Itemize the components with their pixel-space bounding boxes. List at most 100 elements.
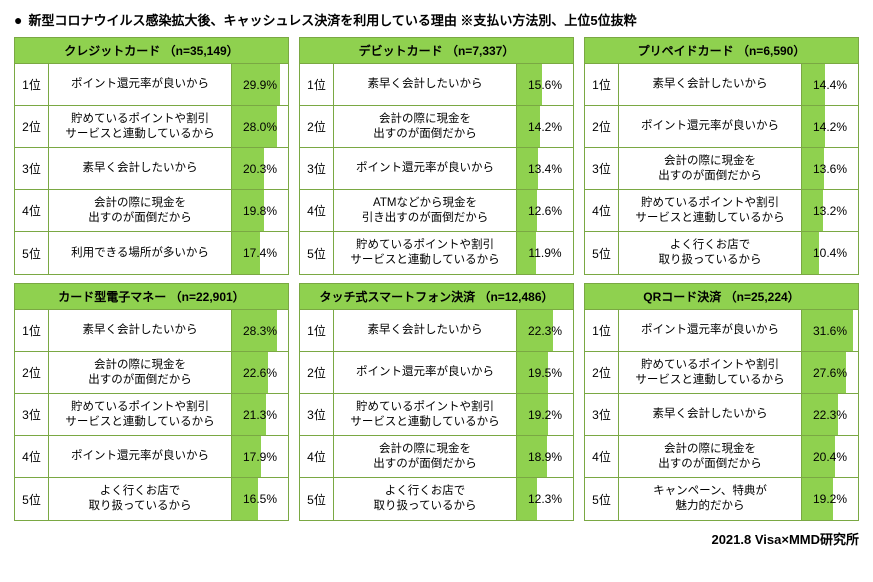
reason-cell: 会計の際に現金を 出すのが面倒だから (619, 436, 802, 477)
table-row: 4位貯めているポイントや割引 サービスと連動しているから13.2% (585, 190, 858, 232)
panel-header: プリペイドカード （n=6,590） (585, 38, 858, 64)
percent-cell: 13.6% (802, 148, 858, 189)
percent-text: 10.4% (813, 246, 847, 260)
table-row: 3位貯めているポイントや割引 サービスと連動しているから19.2% (300, 394, 573, 436)
rank-cell: 3位 (300, 394, 334, 435)
percent-cell: 20.4% (802, 436, 858, 477)
percent-cell: 16.5% (232, 478, 288, 520)
table-row: 2位ポイント還元率が良いから14.2% (585, 106, 858, 148)
table-row: 4位ATMなどから現金を 引き出すのが面倒だから12.6% (300, 190, 573, 232)
rank-cell: 5位 (15, 232, 49, 274)
rank-cell: 4位 (585, 436, 619, 477)
rank-cell: 3位 (15, 394, 49, 435)
reason-cell: ポイント還元率が良いから (49, 64, 232, 105)
percent-text: 31.6% (813, 324, 847, 338)
percent-cell: 12.6% (517, 190, 573, 231)
percent-cell: 21.3% (232, 394, 288, 435)
percent-cell: 28.0% (232, 106, 288, 147)
percent-text: 14.2% (813, 120, 847, 134)
rank-cell: 1位 (300, 64, 334, 105)
rank-cell: 2位 (300, 106, 334, 147)
table-row: 3位貯めているポイントや割引 サービスと連動しているから 21.3% (15, 394, 288, 436)
table-row: 1位ポイント還元率が良いから 31.6% (585, 310, 858, 352)
percent-text: 21.3% (243, 408, 277, 422)
percent-cell: 13.4% (517, 148, 573, 189)
rank-cell: 3位 (15, 148, 49, 189)
reason-cell: キャンペーン、特典が 魅力的だから (619, 478, 802, 520)
percent-cell: 28.3% (232, 310, 288, 351)
rank-cell: 1位 (585, 310, 619, 351)
rank-cell: 5位 (300, 232, 334, 274)
panel: カード型電子マネー （n=22,901）1位素早く会計したいから28.3%2位会… (14, 283, 289, 521)
reason-cell: ポイント還元率が良いから (334, 352, 517, 393)
panel: デビットカード （n=7,337）1位素早く会計したいから15.6%2位会計の際… (299, 37, 574, 275)
percent-text: 17.9% (243, 450, 277, 464)
percent-text: 13.4% (528, 162, 562, 176)
percent-text: 19.2% (813, 492, 847, 506)
table-row: 4位会計の際に現金を 出すのが面倒だから19.8% (15, 190, 288, 232)
percent-text: 28.0% (243, 120, 277, 134)
percent-text: 14.2% (528, 120, 562, 134)
rank-cell: 5位 (585, 232, 619, 274)
reason-cell: 貯めているポイントや割引 サービスと連動しているから (334, 232, 517, 274)
rank-cell: 1位 (15, 310, 49, 351)
reason-cell: 素早く会計したいから (619, 394, 802, 435)
percent-cell: 22.6% (232, 352, 288, 393)
percent-cell: 12.3% (517, 478, 573, 520)
table-row: 4位会計の際に現金を 出すのが面倒だから18.9% (300, 436, 573, 478)
reason-cell: 利用できる場所が多いから (49, 232, 232, 274)
percent-text: 12.3% (528, 492, 562, 506)
reason-cell: ポイント還元率が良いから (619, 310, 802, 351)
table-row: 1位素早く会計したいから15.6% (300, 64, 573, 106)
rank-cell: 4位 (300, 436, 334, 477)
table-row: 5位よく行くお店で 取り扱っているから16.5% (15, 478, 288, 520)
page-title: 新型コロナウイルス感染拡大後、キャッシュレス決済を利用している理由 ※支払い方法… (28, 10, 636, 29)
percent-cell: 19.2% (517, 394, 573, 435)
panel: プリペイドカード （n=6,590）1位素早く会計したいから14.4%2位ポイン… (584, 37, 859, 275)
reason-cell: ポイント還元率が良いから (49, 436, 232, 477)
percent-text: 17.4% (243, 246, 277, 260)
rank-cell: 2位 (15, 106, 49, 147)
reason-cell: ATMなどから現金を 引き出すのが面倒だから (334, 190, 517, 231)
table-row: 4位ポイント還元率が良いから17.9% (15, 436, 288, 478)
rank-cell: 4位 (585, 190, 619, 231)
percent-text: 20.3% (243, 162, 277, 176)
panel: タッチ式スマートフォン決済 （n=12,486）1位素早く会計したいから22.3… (299, 283, 574, 521)
percent-cell: 19.2% (802, 478, 858, 520)
reason-cell: ポイント還元率が良いから (619, 106, 802, 147)
table-row: 1位ポイント還元率が良いから29.9% (15, 64, 288, 106)
reason-cell: 素早く会計したいから (334, 310, 517, 351)
reason-cell: 素早く会計したいから (619, 64, 802, 105)
percent-cell: 17.4% (232, 232, 288, 274)
percent-text: 22.3% (528, 324, 562, 338)
rank-cell: 1位 (15, 64, 49, 105)
table-row: 1位素早く会計したいから14.4% (585, 64, 858, 106)
rank-cell: 5位 (300, 478, 334, 520)
reason-cell: 会計の際に現金を 出すのが面倒だから (49, 190, 232, 231)
reason-cell: 会計の際に現金を 出すのが面倒だから (334, 106, 517, 147)
percent-cell: 18.9% (517, 436, 573, 477)
percent-text: 20.4% (813, 450, 847, 464)
rank-cell: 3位 (585, 394, 619, 435)
table-row: 2位会計の際に現金を 出すのが面倒だから22.6% (15, 352, 288, 394)
reason-cell: 貯めているポイントや割引 サービスと連動しているから (49, 394, 232, 435)
title-row: ● 新型コロナウイルス感染拡大後、キャッシュレス決済を利用している理由 ※支払い… (14, 10, 859, 29)
reason-cell: 素早く会計したいから (334, 64, 517, 105)
table-row: 1位素早く会計したいから28.3% (15, 310, 288, 352)
percent-cell: 14.4% (802, 64, 858, 105)
table-row: 3位ポイント還元率が良いから13.4% (300, 148, 573, 190)
panels-grid: クレジットカード （n=35,149）1位ポイント還元率が良いから29.9%2位… (14, 37, 859, 521)
percent-cell: 19.5% (517, 352, 573, 393)
rank-cell: 5位 (585, 478, 619, 520)
table-row: 3位会計の際に現金を 出すのが面倒だから13.6% (585, 148, 858, 190)
percent-text: 19.5% (528, 366, 562, 380)
rank-cell: 2位 (585, 352, 619, 393)
rank-cell: 2位 (15, 352, 49, 393)
footer-credit: 2021.8 Visa×MMD研究所 (14, 529, 859, 548)
reason-cell: よく行くお店で 取り扱っているから (49, 478, 232, 520)
percent-cell: 10.4% (802, 232, 858, 274)
panel-header: タッチ式スマートフォン決済 （n=12,486） (300, 284, 573, 310)
percent-cell: 22.3% (802, 394, 858, 435)
percent-cell: 19.8% (232, 190, 288, 231)
percent-cell: 20.3% (232, 148, 288, 189)
